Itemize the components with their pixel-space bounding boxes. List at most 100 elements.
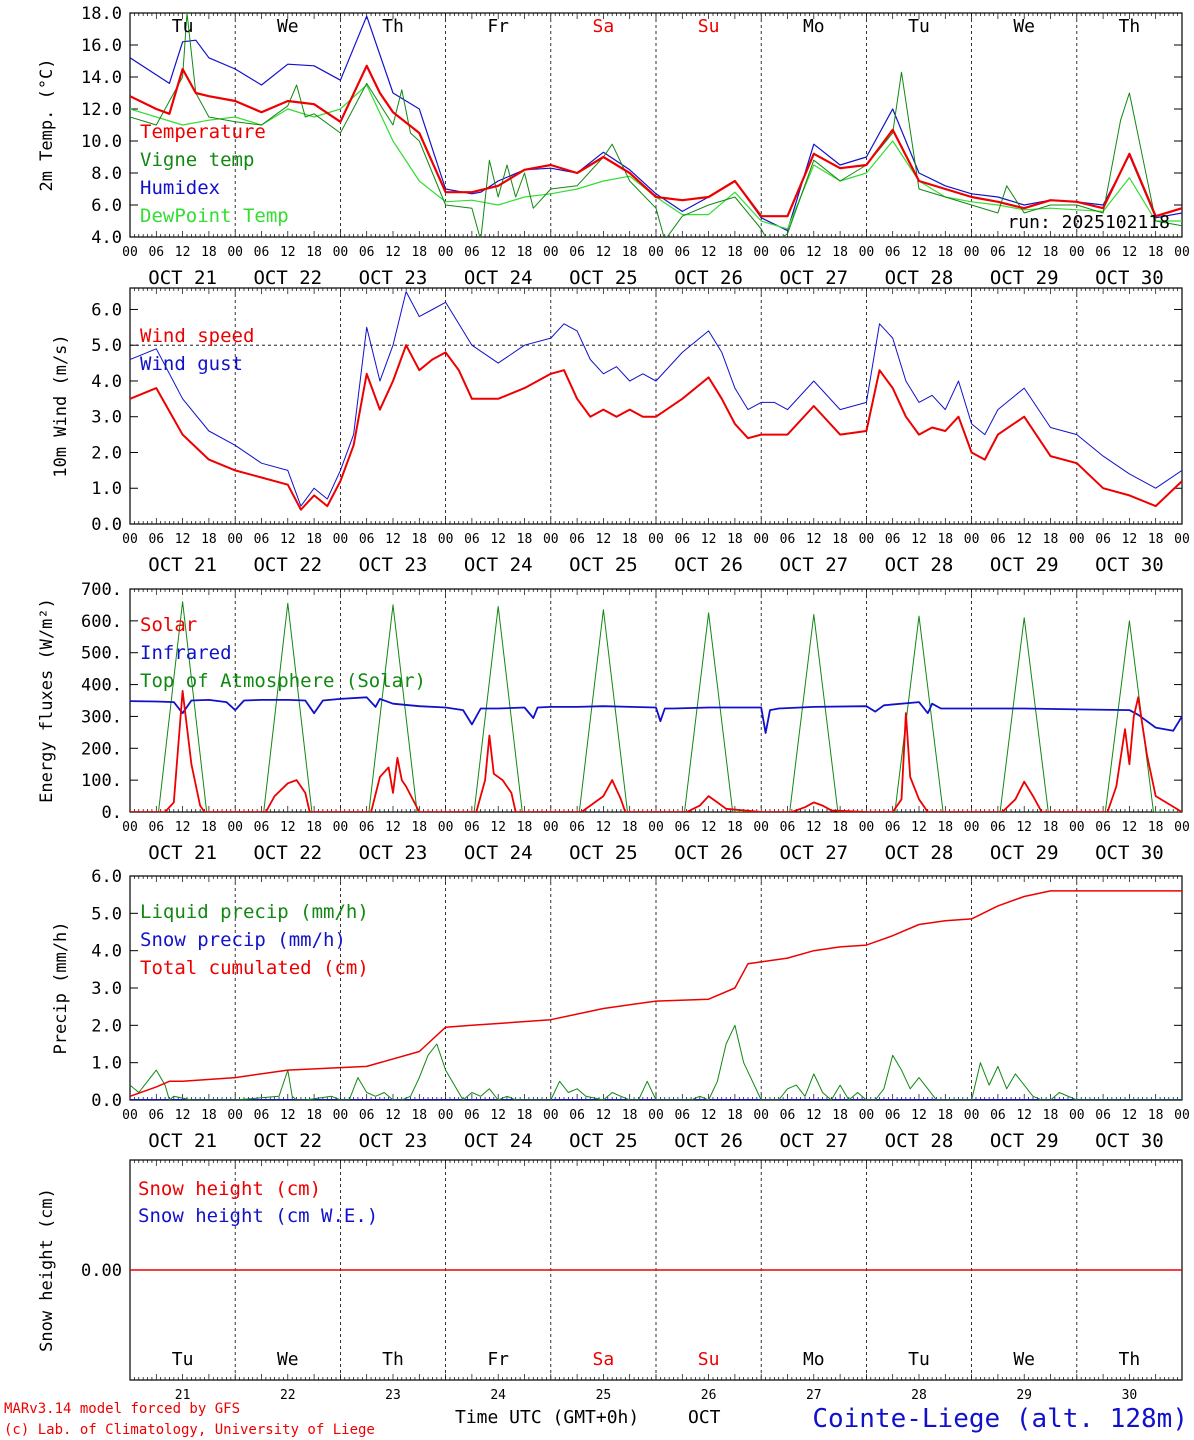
date-label: OCT 28 xyxy=(885,267,954,289)
hour-label: 06 xyxy=(464,245,480,260)
hour-label: 12 xyxy=(596,820,612,835)
hour-label: 12 xyxy=(280,532,296,547)
day-name: Fr xyxy=(487,1349,509,1370)
hour-label: 00 xyxy=(1174,245,1190,260)
hour-label: 12 xyxy=(596,532,612,547)
hour-label: 12 xyxy=(911,1108,927,1123)
hour-label: 18 xyxy=(937,820,953,835)
hour-label: 18 xyxy=(411,532,427,547)
hour-label: 00 xyxy=(753,532,769,547)
university-credit: (c) Lab. of Climatology, University of L… xyxy=(4,1422,375,1438)
hour-label: 12 xyxy=(1016,1108,1032,1123)
hour-label: 00 xyxy=(648,245,664,260)
hour-label: 18 xyxy=(306,532,322,547)
y-tick-label: 0.00 xyxy=(81,1261,122,1281)
date-label: OCT 27 xyxy=(779,1130,848,1152)
date-label: OCT 26 xyxy=(674,554,743,576)
hour-label: 00 xyxy=(543,532,559,547)
date-label: OCT 30 xyxy=(1095,842,1164,864)
hour-label: 00 xyxy=(964,245,980,260)
hour-label: 18 xyxy=(517,532,533,547)
hour-label: 00 xyxy=(122,532,138,547)
hour-label: 00 xyxy=(964,532,980,547)
hour-label: 06 xyxy=(674,1108,690,1123)
hour-label: 12 xyxy=(701,532,717,547)
date-label: OCT 28 xyxy=(885,842,954,864)
y-tick-label: 18.0 xyxy=(81,4,122,24)
hour-label: 06 xyxy=(1095,532,1111,547)
hour-label: 00 xyxy=(859,1108,875,1123)
legend-entry: Vigne temp xyxy=(140,149,254,171)
series-group xyxy=(130,13,1182,237)
hour-label: 00 xyxy=(648,820,664,835)
hour-label: 00 xyxy=(1174,820,1190,835)
hour-label: 06 xyxy=(359,245,375,260)
hour-label: 12 xyxy=(490,245,506,260)
panel-temp: 4.0 6.0 8.0 10.0 12.0 14.0 16.0 18.0 2m Temp. (°… xyxy=(37,4,1190,289)
legend-entry: Infrared xyxy=(140,642,232,664)
hour-label: 12 xyxy=(806,1108,822,1123)
hour-label: 12 xyxy=(806,245,822,260)
hour-label: 00 xyxy=(753,820,769,835)
date-label: OCT 29 xyxy=(990,554,1059,576)
hour-label: 18 xyxy=(832,245,848,260)
y-tick-label: 8.0 xyxy=(91,164,122,184)
date-label: OCT 23 xyxy=(359,842,428,864)
y-tick-label: 0. xyxy=(102,803,122,823)
hour-label: 00 xyxy=(543,820,559,835)
hour-label: 06 xyxy=(1095,820,1111,835)
hour-label: 12 xyxy=(806,532,822,547)
hour-label: 18 xyxy=(517,820,533,835)
date-label: OCT 27 xyxy=(779,842,848,864)
day-name: Mo xyxy=(803,16,825,37)
date-label: OCT 22 xyxy=(253,842,322,864)
date-label: OCT 23 xyxy=(359,554,428,576)
day-name: Mo xyxy=(803,1349,825,1370)
date-label: OCT 26 xyxy=(674,267,743,289)
hour-label: 06 xyxy=(148,245,164,260)
day-name: We xyxy=(1013,1349,1035,1370)
legend-entry: DewPoint Temp xyxy=(140,205,289,227)
date-label: OCT 28 xyxy=(885,554,954,576)
day-number: 25 xyxy=(596,1388,612,1403)
hour-label: 00 xyxy=(1174,1108,1190,1123)
hour-label: 12 xyxy=(280,1108,296,1123)
y-axis-label: Energy fluxes (W/m²) xyxy=(37,598,57,803)
day-name: Th xyxy=(382,1349,404,1370)
day-name: Fr xyxy=(487,16,509,37)
hour-label: 00 xyxy=(543,245,559,260)
hour-label: 00 xyxy=(648,1108,664,1123)
hour-label: 18 xyxy=(622,245,638,260)
date-label: OCT 21 xyxy=(148,554,217,576)
hour-label: 18 xyxy=(517,245,533,260)
hour-label: 06 xyxy=(254,1108,270,1123)
series-temperature xyxy=(130,64,1182,218)
date-label: OCT 24 xyxy=(464,267,533,289)
hour-label: 12 xyxy=(1016,532,1032,547)
hour-label: 06 xyxy=(885,820,901,835)
series-vigne-temp xyxy=(130,13,1182,237)
legend-entry: Temperature xyxy=(140,121,266,143)
hour-label: 00 xyxy=(438,820,454,835)
hour-label: 06 xyxy=(464,532,480,547)
hour-label: 12 xyxy=(1122,245,1138,260)
hour-label: 06 xyxy=(254,820,270,835)
hour-label: 06 xyxy=(1095,245,1111,260)
y-tick-label: 2.0 xyxy=(91,1016,122,1036)
time-axis-label: Time UTC (GMT+0h) xyxy=(455,1407,639,1428)
y-tick-label: 14.0 xyxy=(81,68,122,88)
hour-label: 18 xyxy=(1043,820,1059,835)
day-number: 24 xyxy=(490,1388,506,1403)
y-tick-label: 16.0 xyxy=(81,36,122,56)
day-name: Su xyxy=(698,16,720,37)
hour-label: 12 xyxy=(911,245,927,260)
legend-entry: Snow precip (mm/h) xyxy=(140,929,346,951)
hour-label: 12 xyxy=(490,1108,506,1123)
legend-entry: Total cumulated (cm) xyxy=(140,957,369,979)
hour-label: 12 xyxy=(385,532,401,547)
hour-label: 12 xyxy=(701,245,717,260)
hour-label: 06 xyxy=(885,1108,901,1123)
panel-precip: 0.0 1.0 2.0 3.0 4.0 5.0 6.0 Precip (mm/h) Liquid… xyxy=(51,867,1190,1152)
hour-label: 00 xyxy=(1069,820,1085,835)
day-number: 22 xyxy=(280,1388,296,1403)
